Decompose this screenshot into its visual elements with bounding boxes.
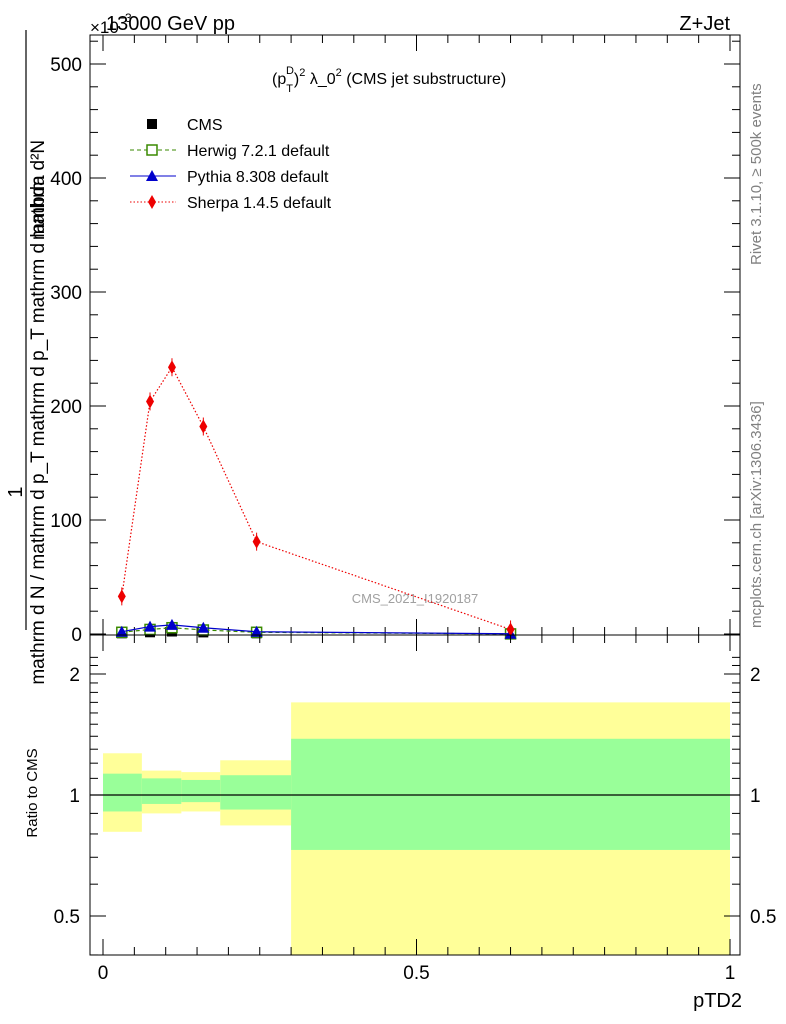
legend-marker-sherpa	[148, 195, 156, 209]
main-y-label: 1 mathrm d²N mathrm d N / mathrm d p_T m…	[5, 30, 49, 685]
data-point	[167, 360, 176, 375]
main-y-tick-label: 400	[50, 169, 82, 190]
data-point	[115, 625, 128, 637]
x-tick-labels: 0 0.5 1	[98, 963, 736, 984]
rivet-label: Rivet 3.1.10, ≥ 500k events	[748, 83, 765, 265]
ratio-y-tick-label: 1	[69, 786, 80, 807]
ratio-y-tick-label: 2	[69, 665, 80, 686]
main-y-tick-label: 0	[71, 625, 82, 646]
x-tick-label: 1	[725, 963, 736, 984]
ratio-axis-ticks	[90, 635, 740, 956]
main-axis-ticks	[90, 35, 740, 635]
legend-marker-pythia	[146, 170, 158, 181]
y-exponent-power: −3	[118, 11, 132, 25]
ratio-band-inner	[141, 778, 182, 804]
data-point	[165, 618, 178, 630]
main-y-tick-label: 500	[50, 55, 82, 76]
legend-label-cms: CMS	[187, 117, 223, 134]
y-exponent-base: ×10	[90, 18, 119, 37]
header-right: Z+Jet	[679, 13, 730, 35]
legend-marker-cms	[147, 119, 157, 129]
main-y-tick-label: 200	[50, 397, 82, 418]
header-left: 13000 GeV pp	[106, 13, 235, 35]
ratio-band-inner	[220, 775, 292, 810]
series-layer	[115, 358, 517, 640]
main-y-tick-label: 300	[50, 283, 82, 304]
series-sherpa	[117, 358, 515, 639]
ratio-band-inner	[291, 738, 730, 850]
plot-title: (pTD)2 λ_02 (CMS jet substructure)	[272, 65, 506, 95]
legend-entry-herwig: Herwig 7.2.1 default	[130, 143, 330, 160]
data-point	[252, 534, 261, 549]
legend-marker-herwig	[146, 144, 158, 156]
analysis-watermark: CMS_2021_I1920187	[352, 591, 479, 606]
ratio-band-inner	[103, 773, 142, 812]
main-y-tick-label: 100	[50, 511, 82, 532]
legend: CMS Herwig 7.2.1 default Pythia 8.308 de…	[130, 117, 332, 212]
mcplots-label: mcplots.cern.ch [arXiv:1306.3436]	[748, 401, 765, 628]
data-point	[146, 394, 155, 409]
ratio-y-tick-label: 0.5	[54, 907, 80, 928]
series-pythia	[115, 618, 517, 639]
ratio-y-tick-label-right: 2	[750, 665, 761, 686]
main-y-tick-labels: 0 100 200 300 400 500	[50, 55, 82, 646]
series-line	[121, 366, 511, 631]
x-tick-label: 0.5	[403, 963, 429, 984]
ratio-y-tick-labels: 0.5 0.5 1 1 2 2	[54, 665, 777, 928]
data-point	[250, 625, 263, 637]
ratio-y-tick-label-right: 1	[750, 786, 761, 807]
ratio-y-label: Ratio to CMS	[24, 748, 41, 837]
y-label-denominator: mathrm d N / mathrm d p_T mathrm d p_T m…	[28, 175, 49, 685]
data-point	[506, 622, 515, 637]
legend-entry-pythia: Pythia 8.308 default	[130, 169, 329, 186]
legend-entry-sherpa: Sherpa 1.4.5 default	[130, 195, 332, 212]
y-label-one: 1	[5, 486, 27, 497]
legend-label-sherpa: Sherpa 1.4.5 default	[187, 195, 332, 212]
series-line	[121, 624, 511, 635]
x-axis-label: pTD2	[693, 990, 742, 1012]
data-point	[199, 419, 208, 434]
legend-entry-cms: CMS	[147, 117, 223, 134]
x-tick-label: 0	[98, 963, 109, 984]
ratio-y-tick-label-right: 0.5	[750, 907, 776, 928]
data-point	[144, 620, 157, 632]
legend-label-herwig: Herwig 7.2.1 default	[187, 143, 330, 160]
legend-label-pythia: Pythia 8.308 default	[187, 169, 329, 186]
ratio-band-inner	[181, 779, 221, 803]
ratio-bands	[103, 702, 730, 955]
data-point	[117, 589, 126, 604]
y-label-numerator: mathrm d²N	[28, 140, 49, 240]
data-point	[197, 621, 210, 633]
